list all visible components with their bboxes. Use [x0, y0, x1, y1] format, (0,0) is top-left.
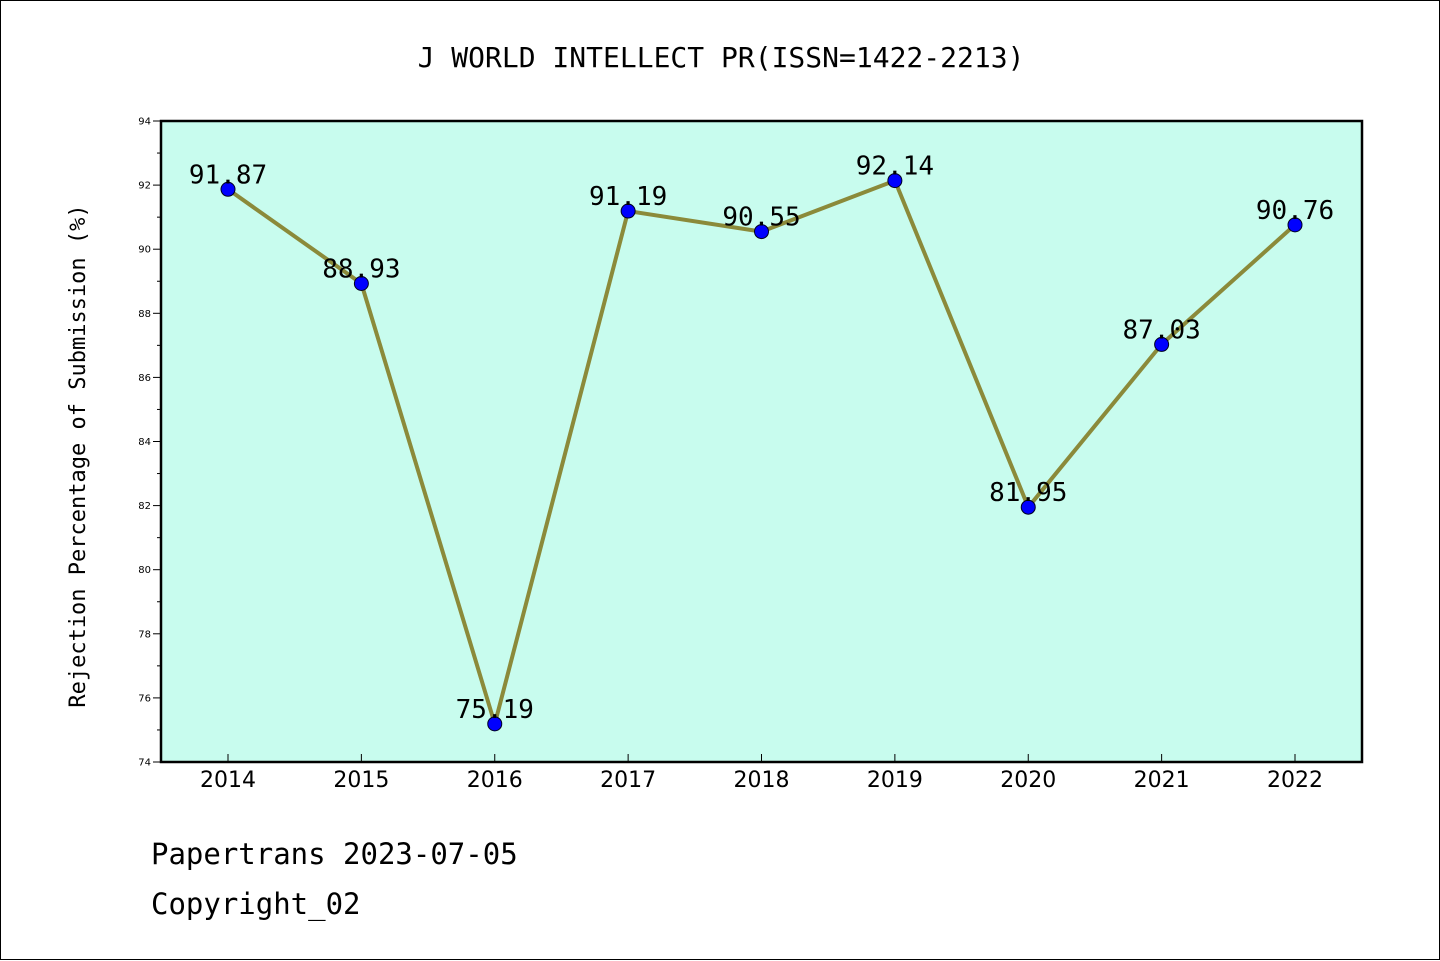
- x-tick-label: 2014: [200, 768, 256, 793]
- data-point: [887, 173, 903, 189]
- y-tick-label: 94: [138, 117, 151, 128]
- data-point: [353, 275, 369, 291]
- chart-title: J WORLD INTELLECT PR(ISSN=1422-2213): [418, 41, 1025, 74]
- x-tick-label: 2022: [1267, 768, 1323, 793]
- data-point: [487, 716, 503, 732]
- x-tick-label: 2020: [1000, 768, 1056, 793]
- y-tick-label: 90: [138, 245, 151, 256]
- data-label: 91.87: [189, 160, 267, 190]
- y-tick-label: 82: [138, 501, 151, 512]
- data-label: 91.19: [589, 182, 667, 212]
- x-tick-label: 2019: [867, 768, 923, 793]
- data-label: 90.55: [722, 203, 800, 233]
- data-labels: 91.87 88.93 75.19 91.19 90.55 92.14 81.95 87.03…: [189, 152, 1334, 725]
- data-points: [220, 173, 1303, 732]
- x-axis: 2014 2015 2016 2017 2018 2019 2020 2021 2022: [200, 754, 1323, 793]
- data-point: [1020, 499, 1036, 515]
- data-point: [1287, 217, 1303, 233]
- data-label: 87.03: [1122, 315, 1200, 345]
- y-axis-label: Rejection Percentage of Submission (%): [66, 204, 91, 707]
- x-tick-label: 2016: [467, 768, 523, 793]
- y-tick-label: 88: [138, 309, 151, 320]
- y-tick-label: 92: [138, 181, 151, 192]
- footer-copyright: Copyright_02: [151, 887, 361, 921]
- x-tick-label: 2021: [1134, 768, 1190, 793]
- x-tick-label: 2015: [333, 768, 389, 793]
- y-axis: 74 76 78 80 82 84 86 88 90 92 94: [138, 117, 161, 769]
- data-label: 88.93: [322, 254, 400, 284]
- x-tick-label: 2017: [600, 768, 656, 793]
- data-point: [620, 203, 636, 219]
- data-point: [220, 181, 236, 197]
- y-tick-label: 74: [138, 758, 151, 769]
- data-point: [1154, 336, 1170, 352]
- y-tick-label: 84: [138, 437, 151, 448]
- data-label: 75.19: [456, 695, 534, 725]
- data-label: 81.95: [989, 478, 1067, 508]
- y-tick-label: 86: [138, 373, 151, 384]
- y-tick-label: 78: [138, 629, 151, 640]
- y-tick-label: 80: [138, 565, 151, 576]
- data-label: 90.76: [1256, 196, 1334, 226]
- x-tick-label: 2018: [734, 768, 790, 793]
- data-label: 92.14: [856, 152, 934, 182]
- data-point: [754, 224, 769, 240]
- footer-date: Papertrans 2023-07-05: [151, 837, 518, 871]
- y-tick-label: 76: [138, 693, 151, 704]
